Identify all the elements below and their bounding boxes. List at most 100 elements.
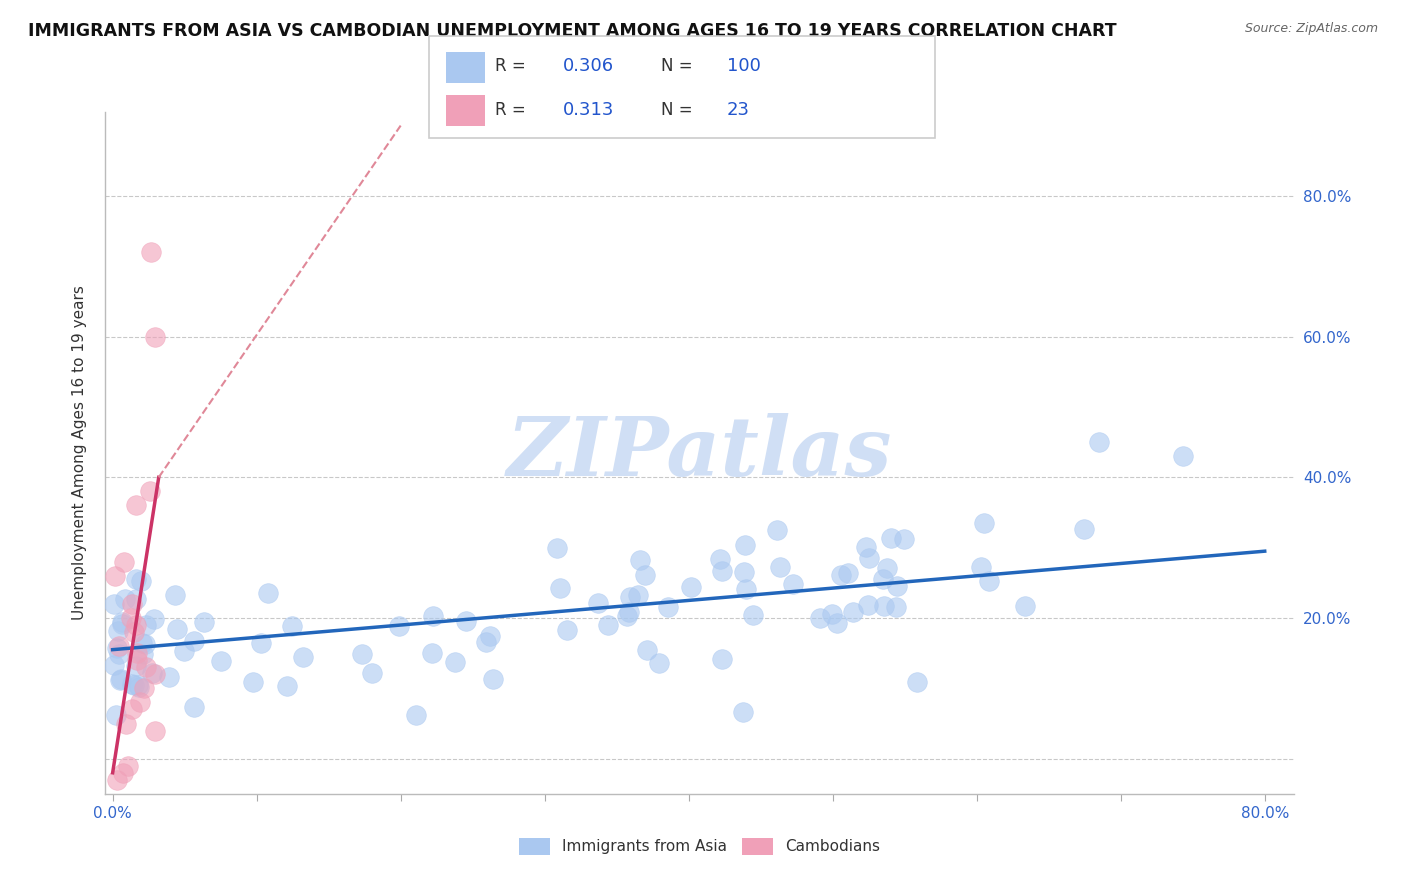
Point (628, 553, 651, 567)
Point (422, 608, 444, 623)
Point (134, 637, 156, 651)
Point (588, 596, 610, 610)
Point (858, 599, 880, 613)
Point (627, 588, 650, 602)
Point (657, 599, 679, 614)
Point (731, 706, 754, 720)
Point (636, 643, 658, 657)
Point (479, 629, 502, 643)
Point (782, 577, 804, 591)
Point (141, 666, 163, 681)
Point (143, 723, 166, 738)
Point (112, 765, 135, 780)
Point (250, 636, 273, 650)
Text: 0.313: 0.313 (562, 101, 614, 119)
Point (808, 611, 831, 625)
Point (837, 566, 859, 581)
Point (103, 569, 125, 583)
Point (893, 532, 915, 546)
Point (555, 623, 578, 637)
Point (108, 647, 131, 661)
Point (634, 567, 657, 582)
Point (709, 551, 731, 566)
Point (360, 665, 382, 680)
Point (114, 591, 136, 606)
Point (858, 551, 880, 566)
Point (125, 499, 148, 513)
Text: Source: ZipAtlas.com: Source: ZipAtlas.com (1244, 22, 1378, 36)
Text: N =: N = (661, 57, 697, 76)
Point (122, 625, 145, 640)
Text: R =: R = (495, 57, 531, 76)
Point (970, 560, 993, 574)
Text: 23: 23 (727, 101, 749, 119)
Point (193, 615, 215, 629)
Point (139, 245, 162, 260)
Point (616, 608, 638, 623)
Point (617, 605, 640, 619)
Point (482, 673, 505, 687)
Text: IMMIGRANTS FROM ASIA VS CAMBODIAN UNEMPLOYMENT AMONG AGES 16 TO 19 YEARS CORRELA: IMMIGRANTS FROM ASIA VS CAMBODIAN UNEMPL… (28, 22, 1116, 40)
Point (454, 614, 477, 628)
Point (112, 555, 135, 569)
Point (769, 560, 792, 574)
Text: 100: 100 (727, 57, 761, 76)
Point (132, 647, 155, 661)
Point (143, 329, 166, 343)
Point (979, 574, 1001, 589)
Point (619, 590, 641, 604)
Point (132, 681, 155, 696)
Point (103, 658, 125, 673)
Point (115, 716, 138, 731)
Point (880, 532, 903, 546)
Point (121, 677, 143, 691)
Point (143, 667, 166, 681)
Point (124, 678, 146, 692)
Point (388, 619, 411, 633)
Point (124, 573, 146, 587)
Point (886, 579, 908, 593)
Point (1087, 435, 1109, 450)
Point (111, 615, 134, 630)
Point (128, 680, 150, 694)
Text: N =: N = (661, 101, 697, 119)
Point (110, 672, 132, 686)
Point (711, 564, 734, 578)
Point (125, 659, 148, 673)
Point (546, 541, 568, 556)
Point (352, 647, 374, 661)
Point (884, 600, 907, 615)
Point (734, 582, 756, 596)
Point (105, 707, 128, 722)
Point (420, 646, 443, 660)
Point (121, 597, 143, 611)
Point (872, 572, 894, 586)
Point (596, 617, 619, 632)
Point (1014, 599, 1036, 613)
Point (121, 702, 143, 716)
Point (733, 566, 755, 580)
Point (905, 674, 928, 689)
Point (163, 588, 186, 602)
Point (131, 636, 153, 650)
Point (766, 523, 789, 537)
Point (855, 541, 877, 555)
Point (124, 591, 146, 606)
Point (276, 679, 298, 693)
Point (173, 644, 195, 658)
Point (166, 623, 188, 637)
Point (108, 673, 131, 687)
Point (475, 634, 498, 648)
Point (108, 639, 131, 653)
Point (679, 580, 702, 594)
Point (127, 678, 149, 692)
Point (209, 654, 232, 668)
Point (876, 560, 898, 574)
Point (139, 484, 162, 499)
Point (105, 772, 128, 787)
Point (444, 655, 467, 669)
Point (183, 699, 205, 714)
Point (135, 660, 157, 674)
Point (120, 611, 142, 625)
Point (292, 649, 315, 664)
